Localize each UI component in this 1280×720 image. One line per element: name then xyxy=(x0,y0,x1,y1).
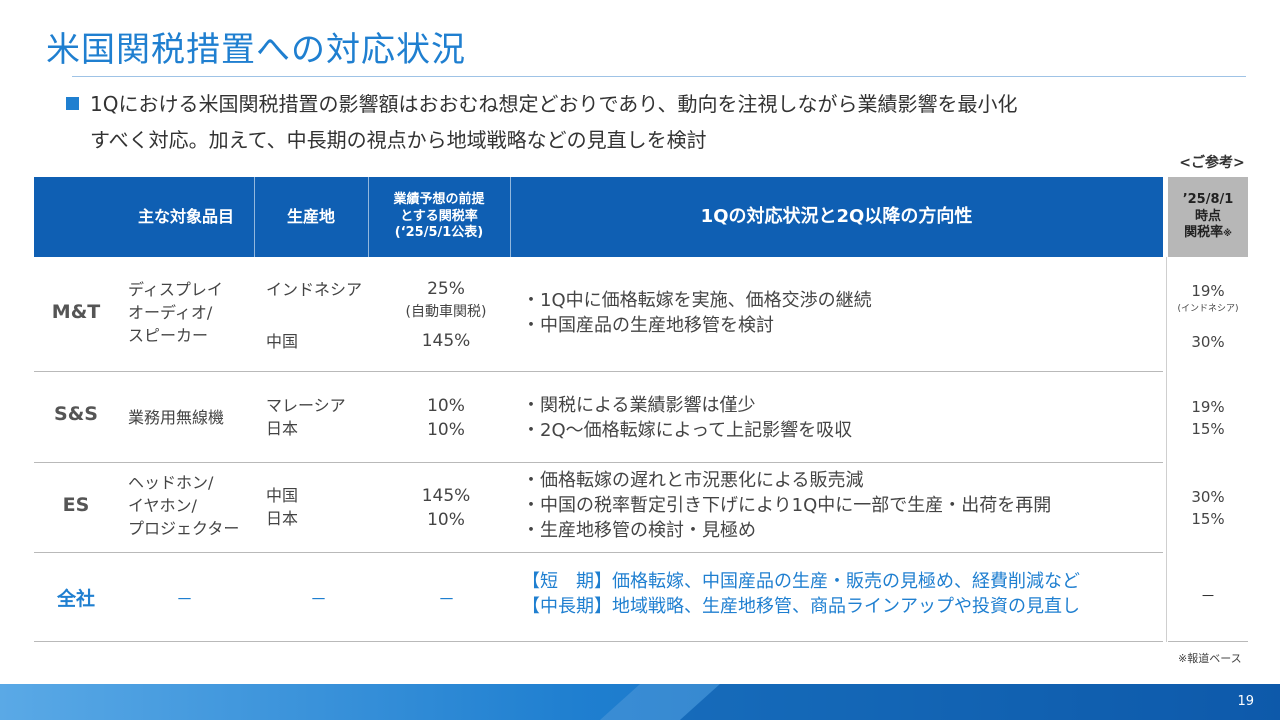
rates-es: 145% 10% xyxy=(378,485,514,533)
items-ss: 業務用無線機 xyxy=(128,408,225,427)
item-text: ディスプレイ xyxy=(128,280,223,299)
header-ref-line2: 時点 xyxy=(1194,208,1221,224)
segment-ss: S&S xyxy=(54,403,98,425)
rate-mt-1-note: (自動車関税) xyxy=(405,304,487,320)
rates-ss: 10% 10% xyxy=(378,395,514,443)
action-text: ・価格転嫁の遅れと市況悪化による販売減 xyxy=(522,470,864,491)
rate-text: 10% xyxy=(427,509,465,530)
header-production-site: 生産地 xyxy=(286,206,335,226)
site-text: 中国 xyxy=(266,486,299,505)
ref-text: 15% xyxy=(1191,509,1225,528)
item-text: プロジェクター xyxy=(128,519,240,539)
site-mt-2: 中国 xyxy=(266,332,299,351)
row-divider xyxy=(34,641,1163,642)
table-header-bar xyxy=(34,177,1163,257)
action-text: ・中国産品の生産地移管を検討 xyxy=(522,315,774,337)
action-all: 【短 期】価格転嫁、中国産品の生産・販売の見極め、経費削減など 【中長期】地域戦… xyxy=(522,569,1080,619)
header-separator xyxy=(254,177,255,257)
header-ref-rate-label: 関税率 xyxy=(1184,225,1224,241)
square-bullet-icon xyxy=(66,97,79,110)
header-reference-rate: ’25/8/1 時点 関税率※ xyxy=(1168,177,1248,257)
action-text: ・1Q中に価格転嫁を実施、価格交渉の継続 xyxy=(522,290,872,311)
rate-mt-1: 25% xyxy=(427,279,465,299)
header-ref-line3: 関税率※ xyxy=(1184,225,1232,242)
header-response-status: 1Qの対応状況と2Q以降の方向性 xyxy=(700,206,973,228)
rate-text: 10% xyxy=(427,396,465,416)
lead-text-line2: すべく対応。加えて、中長期の視点から地域戦略などの見直しを検討 xyxy=(90,128,707,152)
title-divider xyxy=(72,76,1246,77)
action-text: ・関税による業績影響は僅少 xyxy=(522,395,756,416)
header-ref-mark: ※ xyxy=(1223,229,1232,240)
rate-text: 10% xyxy=(427,419,465,440)
header-separator xyxy=(368,177,369,257)
items-es: ヘッドホン/ イヤホン/ プロジェクター xyxy=(128,471,239,541)
site-mt-1: インドネシア xyxy=(266,280,363,299)
site-text: マレーシア xyxy=(266,396,346,415)
sites-ss: マレーシア 日本 xyxy=(266,394,346,440)
action-text: 【短 期】価格転嫁、中国産品の生産・販売の見極め、経費削減など xyxy=(522,571,1080,592)
page-number: 19 xyxy=(1237,694,1254,709)
header-rate-line2: とする関税率 xyxy=(400,208,478,224)
site-text: 日本 xyxy=(266,509,299,529)
action-ss: ・関税による業績影響は僅少 ・2Q～価格転嫁によって上記影響を吸収 xyxy=(522,393,852,443)
ref-rate-ss: 19% 15% xyxy=(1168,397,1248,441)
lead-text-line1: 1Qにおける米国関税措置の影響額はおおむね想定どおりであり、動向を注視しながら業… xyxy=(90,92,1018,116)
footnote: ※報道ベース xyxy=(1178,652,1242,665)
ref-rate-mt-2: 30% xyxy=(1191,333,1225,351)
ref-rate-mt-1-note: (インドネシア) xyxy=(1177,304,1239,314)
segment-mt: M&T xyxy=(51,301,101,323)
row-divider xyxy=(34,552,1163,553)
site-text: 日本 xyxy=(266,419,299,439)
items-mt: ディスプレイ オーディオ/ スピーカー xyxy=(128,278,223,348)
ref-text: 30% xyxy=(1191,488,1225,506)
action-text: 【中長期】地域戦略、生産地移管、商品ラインアップや投資の見直し xyxy=(522,596,1080,618)
rate-text: 145% xyxy=(421,486,471,506)
page-title: 米国関税措置への対応状況 xyxy=(46,30,466,70)
footer-graphic xyxy=(0,684,1280,720)
reference-label: <ご参考> xyxy=(1179,155,1245,171)
reference-column-divider xyxy=(1166,257,1167,642)
header-rate-line3: (‘25/5/1公表) xyxy=(394,225,484,241)
item-text: イヤホン/ xyxy=(128,496,197,516)
row-divider xyxy=(34,371,1163,372)
site-all: － xyxy=(310,590,327,610)
row-divider xyxy=(34,462,1163,463)
header-rate-line1: 業績予想の前提 xyxy=(393,191,485,207)
action-es: ・価格転嫁の遅れと市況悪化による販売減 ・中国の税率暫定引き下げにより1Q中に一… xyxy=(522,468,1051,544)
footer-band: 19 xyxy=(0,684,1280,720)
action-text: ・中国の税率暫定引き下げにより1Q中に一部で生産・出荷を再開 xyxy=(522,495,1052,517)
sites-es: 中国 日本 xyxy=(266,484,298,530)
item-text: スピーカー xyxy=(128,326,209,346)
header-target-items: 主な対象品目 xyxy=(137,206,234,226)
action-mt: ・1Q中に価格転嫁を実施、価格交渉の継続 ・中国産品の生産地移管を検討 xyxy=(522,288,872,338)
ref-rate-es: 30% 15% xyxy=(1168,487,1248,531)
ref-rate-all: － xyxy=(1200,587,1216,605)
action-text: ・2Q～価格転嫁によって上記影響を吸収 xyxy=(522,420,853,442)
action-text: ・生産地移管の検討・見極め xyxy=(522,520,756,542)
ref-text: 15% xyxy=(1191,419,1225,438)
segment-es: ES xyxy=(62,494,90,516)
items-all: － xyxy=(176,590,193,610)
item-text: ヘッドホン/ xyxy=(128,473,214,492)
rate-mt-2: 145% xyxy=(421,331,471,351)
item-text: オーディオ/ xyxy=(128,303,213,323)
header-assumed-rate: 業績予想の前提 とする関税率 (‘25/5/1公表) xyxy=(368,177,510,257)
segment-all: 全社 xyxy=(56,588,95,610)
row-divider xyxy=(1168,641,1248,642)
ref-text: 19% xyxy=(1191,398,1225,416)
rate-all: － xyxy=(438,590,455,610)
header-ref-line1: ’25/8/1 xyxy=(1182,191,1234,207)
ref-rate-mt-1: 19% xyxy=(1191,282,1225,300)
header-separator xyxy=(510,177,511,257)
